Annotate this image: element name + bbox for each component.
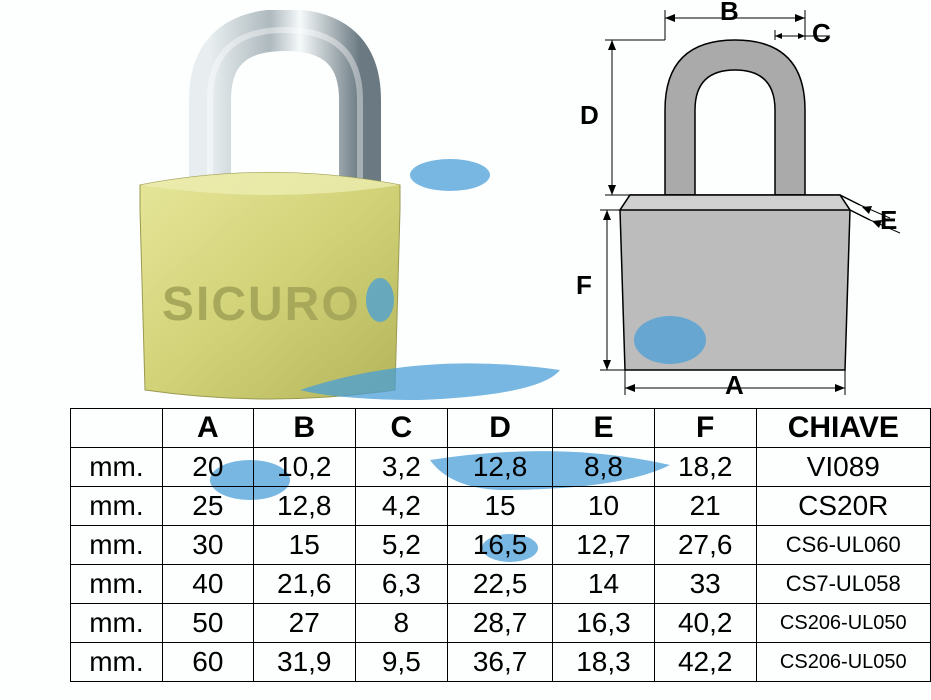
- col-e: E: [553, 409, 655, 448]
- dim-label-d: D: [580, 100, 599, 131]
- row-label: mm.: [71, 604, 163, 643]
- padlock-photo: SICURO: [100, 10, 430, 410]
- cell-d: 22,5: [448, 565, 553, 604]
- cell-e: 10: [553, 487, 655, 526]
- cell-c: 4,2: [355, 487, 447, 526]
- col-b: B: [253, 409, 355, 448]
- row-label: mm.: [71, 565, 163, 604]
- cell-e: 16,3: [553, 604, 655, 643]
- cell-b: 21,6: [253, 565, 355, 604]
- dimension-diagram-svg: [560, 0, 910, 400]
- cell-f: 40,2: [654, 604, 756, 643]
- row-label: mm.: [71, 643, 163, 682]
- table-header-row: A B C D E F CHIAVE: [71, 409, 931, 448]
- cell-b: 10,2: [253, 448, 355, 487]
- cell-b: 27: [253, 604, 355, 643]
- brand-text: SICURO: [162, 278, 361, 331]
- cell-c: 5,2: [355, 526, 447, 565]
- cell-e: 8,8: [553, 448, 655, 487]
- cell-c: 9,5: [355, 643, 447, 682]
- cell-d: 28,7: [448, 604, 553, 643]
- row-label: mm.: [71, 448, 163, 487]
- cell-f: 27,6: [654, 526, 756, 565]
- dim-label-a: A: [725, 370, 744, 401]
- cell-e: 12,7: [553, 526, 655, 565]
- dim-label-b: B: [720, 0, 739, 27]
- col-key: CHIAVE: [756, 409, 930, 448]
- cell-e: 18,3: [553, 643, 655, 682]
- cell-c: 6,3: [355, 565, 447, 604]
- dimension-diagram: B C D E F A: [560, 0, 910, 400]
- cell-b: 31,9: [253, 643, 355, 682]
- col-a: A: [162, 409, 253, 448]
- dim-label-e: E: [880, 205, 897, 236]
- cell-key: VI089: [756, 448, 930, 487]
- dim-label-f: F: [576, 270, 592, 301]
- cell-key: CS20R: [756, 487, 930, 526]
- cell-f: 21: [654, 487, 756, 526]
- row-label: mm.: [71, 526, 163, 565]
- cell-c: 8: [355, 604, 447, 643]
- table-row: mm.2512,84,2151021CS20R: [71, 487, 931, 526]
- cell-a: 20: [162, 448, 253, 487]
- cell-b: 15: [253, 526, 355, 565]
- cell-e: 14: [553, 565, 655, 604]
- row-label: mm.: [71, 487, 163, 526]
- cell-key: CS206-UL050: [756, 604, 930, 643]
- cell-a: 30: [162, 526, 253, 565]
- cell-key: CS206-UL050: [756, 643, 930, 682]
- col-c: C: [355, 409, 447, 448]
- cell-b: 12,8: [253, 487, 355, 526]
- padlock-photo-svg: SICURO: [100, 10, 430, 410]
- cell-d: 36,7: [448, 643, 553, 682]
- spec-table: A B C D E F CHIAVE mm.2010,23,212,88,818…: [70, 408, 931, 682]
- cell-f: 18,2: [654, 448, 756, 487]
- cell-f: 42,2: [654, 643, 756, 682]
- table-row: mm.5027828,716,340,2CS206-UL050: [71, 604, 931, 643]
- table-row: mm.6031,99,536,718,342,2CS206-UL050: [71, 643, 931, 682]
- cell-key: CS7-UL058: [756, 565, 930, 604]
- table-row: mm.2010,23,212,88,818,2VI089: [71, 448, 931, 487]
- cell-a: 60: [162, 643, 253, 682]
- col-blank: [71, 409, 163, 448]
- cell-key: CS6-UL060: [756, 526, 930, 565]
- cell-d: 15: [448, 487, 553, 526]
- cell-d: 16,5: [448, 526, 553, 565]
- table-row: mm.30155,216,512,727,6CS6-UL060: [71, 526, 931, 565]
- cell-f: 33: [654, 565, 756, 604]
- cell-a: 40: [162, 565, 253, 604]
- cell-a: 25: [162, 487, 253, 526]
- table-row: mm.4021,66,322,51433CS7-UL058: [71, 565, 931, 604]
- page: SICURO: [0, 0, 931, 700]
- col-d: D: [448, 409, 553, 448]
- table-body: mm.2010,23,212,88,818,2VI089mm.2512,84,2…: [71, 448, 931, 682]
- dim-label-c: C: [812, 18, 831, 49]
- col-f: F: [654, 409, 756, 448]
- cell-a: 50: [162, 604, 253, 643]
- cell-c: 3,2: [355, 448, 447, 487]
- cell-d: 12,8: [448, 448, 553, 487]
